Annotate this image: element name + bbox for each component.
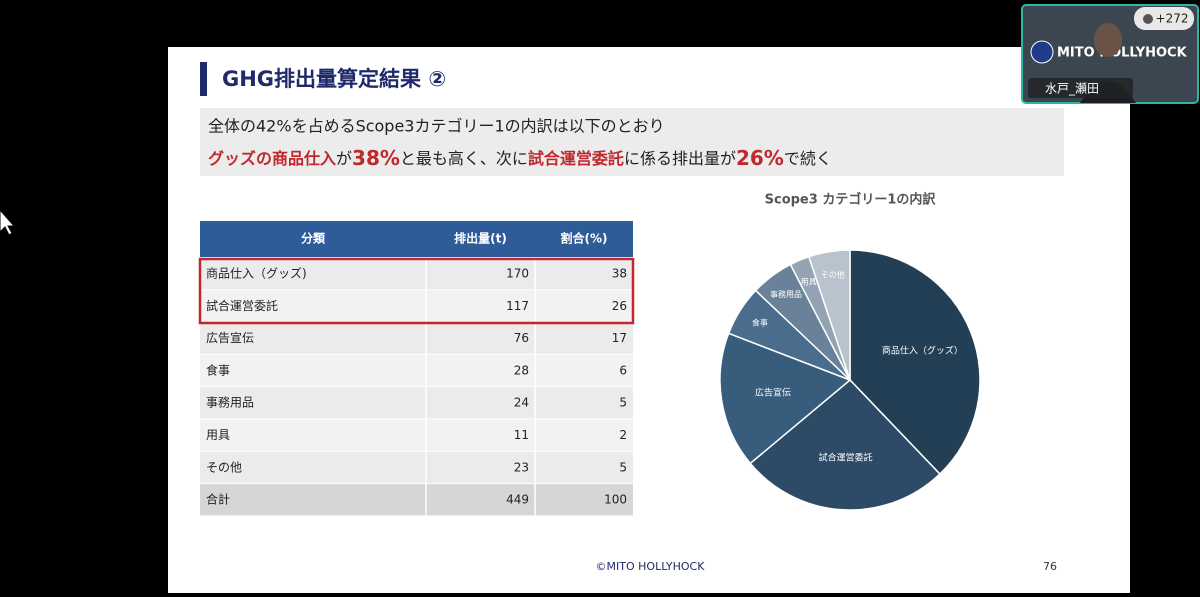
table-row [200,387,633,419]
table-cell: 用具 [206,428,230,442]
video-tile: MITO HOLLYHOCK +272 水戸_瀬田 [1021,4,1199,104]
table-cell: 5 [619,396,627,410]
slice-label: 食事 [752,318,768,328]
table-cell: 449 [506,493,529,507]
table-cell: 事務用品 [206,396,254,410]
chart-title: Scope3 カテゴリー1の内訳 [765,192,937,208]
table-cell: 2 [619,428,627,442]
text-span: 38% [352,146,400,170]
logo-emblem [1030,40,1054,64]
header-cell: 排出量(t) [454,231,507,246]
table-row [200,322,633,354]
pie-slice [807,249,851,381]
text-span: 26% [736,146,784,170]
name-tag [1028,78,1133,98]
summary-line: 全体の42%を占めるScope3カテゴリー1の内訳は以下のとおり [208,117,665,136]
slice-label: 用具 [801,277,817,286]
table-cell: 24 [514,396,529,410]
table-cell: 食事 [206,362,230,377]
table-row [200,419,633,451]
table-cell: 5 [619,460,627,474]
table-row [200,258,633,290]
slice-label: 試合運営委託 [819,451,873,463]
participants-button[interactable] [1134,7,1194,30]
slice-label: 商品仕入（グッズ） [882,344,963,356]
pie-slice [849,249,981,476]
table-cell: 100 [604,493,627,507]
table-cell: 試合運営委託 [206,298,278,313]
header-cell: 分類 [301,231,326,246]
table-cell: 76 [514,331,529,345]
text-span: が [336,149,352,168]
slice-label: その他 [821,269,845,279]
cursor [0,209,16,236]
table-cell: 26 [612,299,627,313]
table-cell: 商品仕入（グッズ) [206,266,307,281]
footer: ©MITO HOLLYHOCK [596,560,706,573]
title-bar [200,62,207,96]
table-cell: 17 [612,331,627,345]
logo-text: MITO HOLLYHOCK [1057,46,1188,61]
text-span: グッズの商品仕入 [208,149,336,168]
slide-title: GHG排出量算定結果 ② [222,67,446,91]
pie-slice [749,378,941,511]
participants-count: +272 [1156,12,1189,26]
table-cell: 6 [619,363,627,377]
participant-name: 水戸_瀬田 [1045,82,1099,96]
pie-slice [719,332,852,465]
summary-highlight: グッズの商品仕入が38%と最も高く、次に試合運営委託に係る排出量が26%で続く [208,146,832,170]
table-cell: 28 [514,363,529,377]
person [1094,23,1122,57]
text-span: 試合運営委託 [528,149,624,168]
table-row [200,290,633,322]
highlight-box [198,257,635,325]
table-cell: 広告宣伝 [206,330,254,345]
text-span: で続く [784,149,832,168]
slice-label: 広告宣伝 [755,386,791,398]
page-number: 76 [1043,560,1057,573]
slice-label: 事務用品 [770,289,802,299]
table-row [200,451,633,484]
table-cell: その他 [206,460,242,474]
table-cell: 11 [514,428,529,442]
table-cell: 170 [506,267,529,281]
table-row [200,484,633,516]
person-icon [1143,14,1153,24]
table-cell: 38 [612,267,627,281]
table-cell: 23 [514,460,529,474]
table-header [200,221,633,257]
header-cell: 割合(%) [561,231,608,246]
text-span: に係る排出量が [624,149,736,168]
table-cell: 合計 [206,492,230,507]
text-span: と最も高く、次に [400,149,528,168]
table-cell: 117 [506,299,529,313]
table-row [200,354,633,387]
summary-box [200,108,1064,176]
